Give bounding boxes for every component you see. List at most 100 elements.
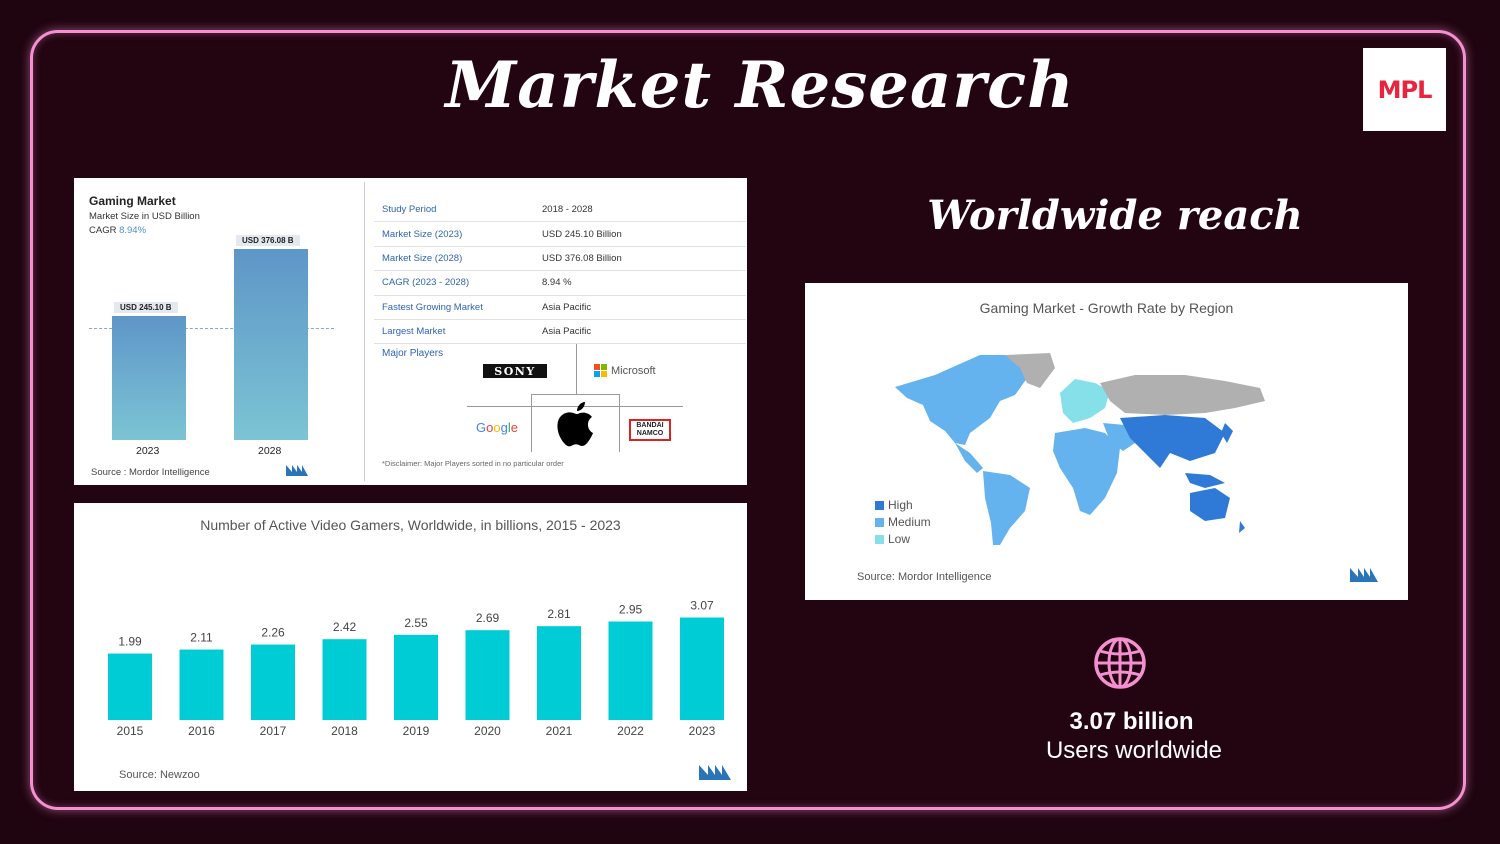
users-count: 3.07 billion [1069,708,1194,735]
gamers-value-label: 2.42 [333,620,357,634]
google-logo-text: Google [476,420,518,435]
cagr-label: CAGR [89,225,117,236]
map-japan [1221,423,1233,443]
namco-text: NAMCO [636,430,664,437]
market-size-chart: Gaming Market Market Size in USD Billion… [74,178,364,485]
worldwide-reach-title: Worldwide reach [927,192,1303,239]
stat-key: CAGR (2023 - 2028) [382,277,470,289]
logo-text: MPL [1377,75,1433,104]
disclaimer-text: *Disclaimer: Major Players sorted in no … [382,459,564,468]
gamers-bar [179,649,224,720]
stat-value: USD 376.08 Billion [542,252,622,264]
legend-label: High [888,498,913,512]
legend-item: Low [875,532,910,546]
map-central-america [955,443,983,473]
google-logo: Google [476,420,518,435]
map-asia [1120,415,1225,468]
map-europe [1060,379,1110,423]
gamers-year-label: 2015 [117,724,144,738]
market-source: Source : Mordor Intelligence [91,467,210,478]
mpl-logo: MPL [1363,48,1446,131]
stat-value: Asia Pacific [542,326,592,338]
legend-label: Medium [888,515,931,529]
gamers-year-label: 2016 [188,724,215,738]
panel-divider [364,182,365,481]
mordor-logo-icon [699,765,731,780]
gamers-year-label: 2017 [260,724,287,738]
market-bar-year: 2023 [136,445,160,457]
gamers-year-label: 2018 [331,724,358,738]
gamers-bar [680,617,724,720]
mordor-logo-icon [1350,568,1378,582]
stat-key: Largest Market [382,326,446,338]
cagr-value: 8.94% [119,225,147,236]
map-australia [1190,488,1230,521]
globe-icon [1094,637,1146,689]
stat-value: USD 245.10 Billion [542,228,622,240]
players-divider [531,394,532,452]
gamers-value-label: 2.55 [404,616,428,630]
gamers-value-label: 1.99 [118,635,142,649]
map-greenland [1005,353,1055,388]
stat-row: CAGR (2023 - 2028) 8.94 % [374,271,746,296]
players-divider [619,394,620,452]
legend-swatch [875,534,884,544]
legend-swatch [875,500,884,510]
sony-logo: SONY [483,364,547,378]
legend-item: High [875,498,913,512]
stat-row: Market Size (2028) USD 376.08 Billion [374,247,746,272]
stat-key: Market Size (2023) [382,228,463,240]
market-bar-label: USD 245.10 B [114,301,178,313]
market-bar [234,249,308,440]
gamers-chart-title: Number of Active Video Gamers, Worldwide… [200,517,621,533]
map-africa [1053,428,1120,515]
mordor-logo-icon [286,465,308,476]
gamers-bar-chart: 1.99 2015 2.11 2016 2.26 2017 2.42 2018 2.55 2019… [108,599,724,738]
bandai-text: BANDAI [636,422,664,429]
map-southeast-asia [1185,473,1225,488]
microsoft-logo-text: Microsoft [611,364,656,377]
reference-line [89,328,334,329]
gamers-value-label: 2.69 [476,611,500,625]
stat-key: Fastest Growing Market [382,301,483,313]
stat-value: 2018 - 2028 [542,204,593,216]
gamers-value-label: 3.07 [690,599,714,613]
active-gamers-panel: Number of Active Video Gamers, Worldwide… [74,503,747,791]
gamers-year-label: 2023 [689,724,716,738]
stat-key: Study Period [382,204,437,216]
major-players-label: Major Players [382,348,444,359]
legend-item: Medium [875,515,931,529]
microsoft-logo: Microsoft [594,364,656,377]
stat-row: Study Period 2018 - 2028 [374,198,746,223]
gaming-market-panel: Gaming Market Market Size in USD Billion… [74,178,747,485]
stat-value: 8.94 % [542,277,572,289]
market-bar-label: USD 376.08 B [236,235,300,246]
gamers-value-label: 2.26 [261,626,285,640]
legend-swatch [875,517,884,527]
market-bar-year: 2028 [258,445,282,457]
growth-map-panel: Gaming Market - Growth Rate by Region Hi… [805,283,1408,600]
gamers-year-label: 2020 [474,724,501,738]
gamers-value-label: 2.11 [190,631,213,645]
market-stats-table: Study Period 2018 - 2028 Market Size (2023… [374,198,746,345]
gamers-bar [608,621,653,720]
gamers-source: Source: Newzoo [119,769,200,781]
gamers-year-label: 2022 [617,724,644,738]
gamers-value-label: 2.81 [547,607,571,621]
market-chart-title: Gaming Market [89,194,176,208]
map-russia [1100,375,1265,415]
stat-row: Fastest Growing Market Asia Pacific [374,296,746,320]
market-bar [112,315,186,440]
gamers-bar [251,644,295,720]
map-source: Source: Mordor Intelligence [857,571,992,583]
stat-row: Largest Market Asia Pacific [374,320,746,345]
gamers-bar [322,639,367,720]
page-title: Market Research [445,48,1075,123]
gamers-bar [465,630,510,720]
gamers-year-label: 2019 [403,724,430,738]
stat-key: Market Size (2028) [382,252,463,264]
world-map [895,353,1265,545]
bandai-namco-logo: BANDAI NAMCO [629,419,671,441]
map-north-america [895,355,1040,445]
players-divider [576,344,577,394]
